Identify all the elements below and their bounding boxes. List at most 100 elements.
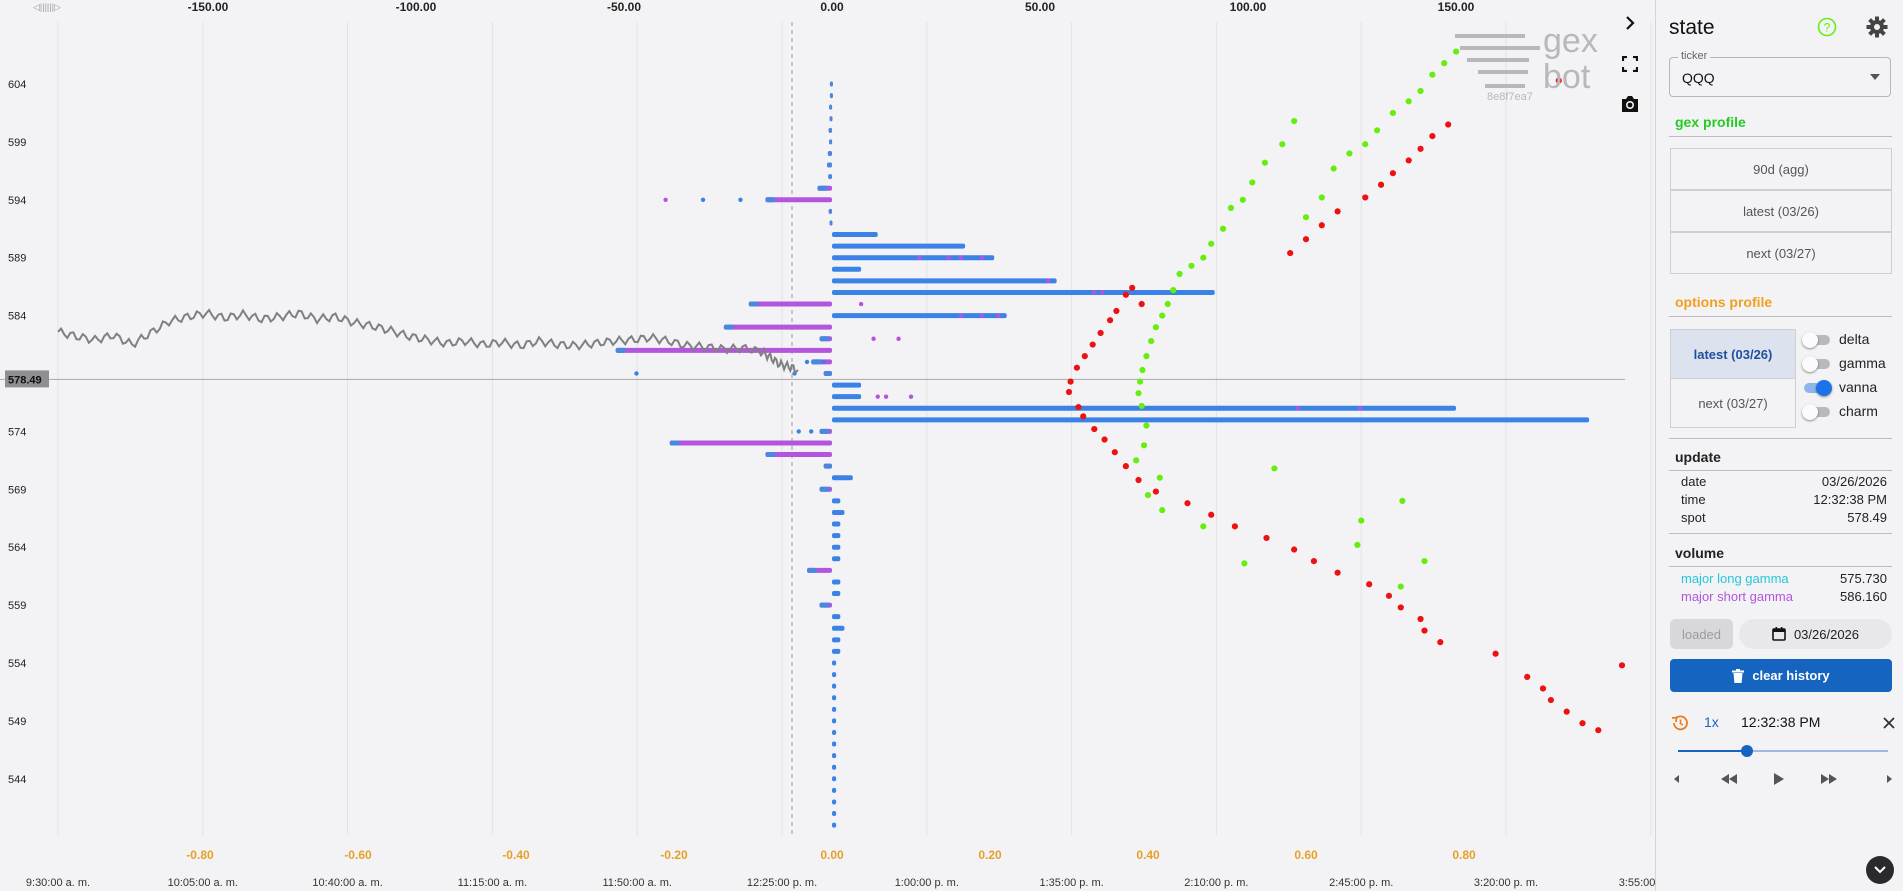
gamma-bar-cap xyxy=(829,139,833,145)
vanna-positive-dot xyxy=(1374,127,1381,134)
delta-toggle[interactable] xyxy=(1802,332,1832,348)
speed-button[interactable]: 1x xyxy=(1704,714,1719,730)
gamma-bar xyxy=(832,764,837,770)
loaded-button[interactable]: loaded xyxy=(1670,619,1733,649)
playback-time: 12:32:38 PM xyxy=(1741,714,1821,730)
gamma-toggle[interactable] xyxy=(1802,356,1832,372)
collapse-panel-button[interactable] xyxy=(1618,11,1642,35)
gamma-bar-cap xyxy=(819,602,830,608)
profile-dot xyxy=(1295,406,1301,411)
price-tick-label: 589 xyxy=(8,253,26,265)
vanna-negative-dot xyxy=(1111,449,1118,456)
gamma-bar xyxy=(615,347,832,353)
settings-button[interactable] xyxy=(1866,16,1888,38)
gamma-bar xyxy=(832,382,862,388)
gamma-bar xyxy=(832,509,845,515)
playback-slider[interactable] xyxy=(1678,744,1888,758)
time-tick-label: 3:20:00 p. m. xyxy=(1474,877,1538,889)
vanna-negative-dot xyxy=(1231,523,1238,530)
history-button[interactable] xyxy=(1670,713,1690,733)
spot-price-label: 578.49 xyxy=(8,374,42,386)
gamma-bar xyxy=(832,729,837,735)
vanna-positive-dot xyxy=(1144,491,1152,499)
slider-fill xyxy=(1678,750,1748,752)
long-gamma-label: major long gamma xyxy=(1681,571,1789,586)
play-button[interactable] xyxy=(1772,771,1786,787)
gamma-bar-cap xyxy=(765,197,776,203)
gex-chart[interactable]: 9:30:00 a. m. 10:05:00 a. m. 10:40:00 a. m… xyxy=(0,0,1655,891)
gamma-bar xyxy=(832,648,841,654)
vanna-positive-dot xyxy=(1239,196,1246,203)
vanna-negative-dot xyxy=(1397,604,1404,611)
close-playback-button[interactable] xyxy=(1882,716,1896,730)
gamma-bar xyxy=(832,787,837,793)
gamma-bar xyxy=(832,591,841,597)
date-picker-button[interactable]: 03/26/2026 xyxy=(1739,619,1892,649)
charm-toggle[interactable] xyxy=(1802,404,1832,420)
time-tick-label: 2:45:00 p. m. xyxy=(1329,877,1393,889)
gamma-bar xyxy=(748,301,832,307)
vanna-positive-dot xyxy=(1137,378,1144,385)
options-next-button[interactable]: next (03/27) xyxy=(1670,378,1796,428)
gamma-bar xyxy=(832,533,841,539)
bottom-axis-tick-label: 0.40 xyxy=(1136,848,1160,862)
watermark-text: gex xyxy=(1543,22,1598,60)
gex-next-button[interactable]: next (03/27) xyxy=(1670,232,1892,274)
divider xyxy=(1669,316,1892,317)
bottom-axis-tick-label: 0.60 xyxy=(1294,848,1318,862)
clear-history-button[interactable]: clear history xyxy=(1670,659,1892,692)
vanna-label: vanna xyxy=(1839,379,1878,395)
vanna-negative-dot xyxy=(1429,133,1436,140)
step-back-button[interactable] xyxy=(1670,772,1684,786)
fast-forward-button[interactable] xyxy=(1820,772,1838,786)
price-tick-label: 554 xyxy=(8,658,26,670)
vanna-positive-dot xyxy=(1362,141,1369,148)
vanna-positive-dot xyxy=(1208,240,1215,247)
help-button[interactable]: ? xyxy=(1817,17,1837,37)
scroll-down-button[interactable] xyxy=(1866,856,1894,884)
profile-dot xyxy=(1046,278,1051,284)
vanna-positive-dot xyxy=(1200,523,1207,530)
vanna-negative-dot xyxy=(1135,476,1142,484)
update-row-time: time 12:32:38 PM xyxy=(1681,492,1887,507)
gamma-bar xyxy=(832,313,1007,319)
bottom-axis-tick-label: -0.20 xyxy=(660,848,688,862)
profile-dot xyxy=(946,255,951,260)
gex-latest-button[interactable]: latest (03/26) xyxy=(1670,190,1892,232)
gex-90d-button[interactable]: 90d (agg) xyxy=(1670,148,1892,190)
time-tick-label: 1:00:00 p. m. xyxy=(895,877,959,889)
vanna-negative-dot xyxy=(1492,650,1499,657)
top-axis-tick-label: 50.00 xyxy=(1025,0,1055,14)
gamma-bar-cap xyxy=(829,104,833,110)
vanna-toggle[interactable] xyxy=(1802,380,1832,396)
rewind-button[interactable] xyxy=(1720,772,1738,786)
gamma-bar-cap xyxy=(819,486,830,492)
profile-dot xyxy=(1100,290,1105,295)
vanna-negative-dot xyxy=(1263,534,1270,542)
vanna-positive-dot xyxy=(1318,194,1325,201)
options-latest-button[interactable]: latest (03/26) xyxy=(1670,329,1796,379)
screenshot-button[interactable] xyxy=(1618,92,1642,116)
price-tick-label: 584 xyxy=(8,311,26,323)
update-value: 03/26/2026 xyxy=(1821,474,1887,489)
fullscreen-button[interactable] xyxy=(1618,52,1642,76)
gamma-bar-cap xyxy=(829,220,833,226)
bottom-axis-tick-label: 0.00 xyxy=(820,848,844,862)
chart-axes: 9:30:00 a. m. 10:05:00 a. m. 10:40:00 a. m… xyxy=(5,0,1655,889)
watermark-id: 8e8f7ea7 xyxy=(1487,91,1533,103)
time-tick-label: 3:55:00 p. m. xyxy=(1619,877,1655,889)
ticker-select[interactable]: ticker QQQ xyxy=(1669,50,1891,97)
update-title: update xyxy=(1675,449,1721,465)
vanna-positive-dot xyxy=(1241,560,1248,567)
profile-dot xyxy=(908,394,914,399)
price-tick-label: 574 xyxy=(8,426,26,438)
slider-thumb[interactable] xyxy=(1741,745,1754,757)
step-forward-button[interactable] xyxy=(1882,772,1896,786)
vanna-negative-dot xyxy=(1287,249,1294,257)
vanna-negative-dot xyxy=(1184,500,1191,507)
vanna-positive-dot xyxy=(1291,117,1298,125)
gex-profile-title: gex profile xyxy=(1675,114,1746,130)
horizontal-scrollbar[interactable]: ◁||||||▷ xyxy=(33,2,61,12)
vanna-positive-dot xyxy=(1405,98,1412,105)
divider xyxy=(1669,438,1892,439)
